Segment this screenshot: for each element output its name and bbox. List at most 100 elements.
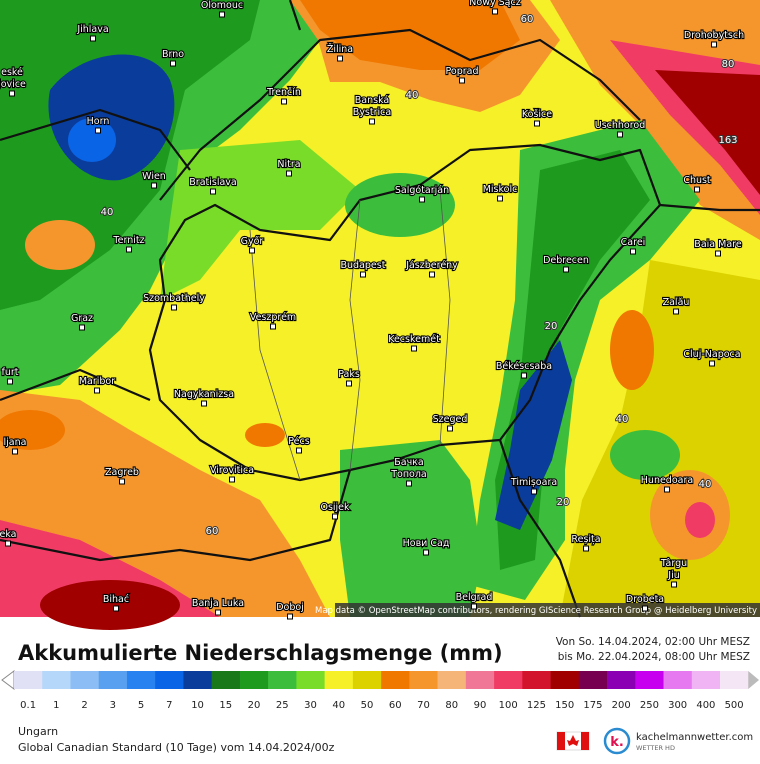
city-marker — [617, 131, 623, 138]
city-marker — [694, 186, 700, 193]
legend-label: 500 — [725, 700, 744, 711]
city-label: Osijek — [320, 502, 350, 513]
city-marker — [642, 605, 648, 612]
legend-swatch — [324, 671, 354, 689]
city-marker — [411, 345, 417, 352]
city-marker — [215, 609, 221, 616]
city-marker — [664, 486, 670, 493]
city-label: Debrecen — [543, 255, 589, 266]
contour-label: 20 — [557, 497, 570, 508]
contour-label: 60 — [206, 526, 219, 537]
city-marker — [497, 195, 503, 202]
precip-area — [160, 140, 360, 300]
country-border — [148, 143, 662, 482]
legend-label: 400 — [696, 700, 715, 711]
legend-label: 1 — [53, 700, 59, 711]
city-label: Bihać — [103, 594, 129, 605]
city-label: Uschhorod — [595, 120, 646, 131]
city-label: Békéscsaba — [496, 361, 552, 372]
city-label: Nagykanizsa — [174, 389, 234, 400]
city-label: Ternitz — [112, 235, 144, 246]
brand-sub: WETTER HD — [636, 744, 675, 752]
city-marker — [337, 55, 343, 62]
city-label: Бачка — [394, 457, 424, 468]
city-label: Bystrica — [353, 107, 391, 118]
precip-area — [40, 580, 180, 630]
legend-label: 200 — [612, 700, 631, 711]
city-marker — [521, 372, 527, 379]
precip-area — [345, 173, 455, 237]
legend-label: 250 — [640, 700, 659, 711]
city-label: Budapest — [341, 260, 386, 271]
legend-swatch — [155, 671, 184, 689]
legend-swatch — [522, 671, 551, 689]
contour-label: 163 — [718, 135, 737, 146]
precip-area — [610, 430, 680, 480]
legend-swatch — [381, 671, 410, 689]
city-label: Graz — [71, 313, 93, 324]
city-marker — [531, 488, 537, 495]
city-label: Doboj — [276, 602, 304, 613]
city-label: Нови Сад — [403, 538, 450, 549]
contour-label: 40 — [699, 479, 712, 490]
country-border — [0, 0, 760, 618]
legend-swatch — [691, 671, 721, 689]
city-marker — [171, 304, 177, 311]
city-marker — [287, 613, 293, 620]
city-label: Drohobytsch — [684, 30, 744, 41]
city-label: Virovitica — [210, 465, 254, 476]
city-marker — [419, 196, 425, 203]
city-label: Miskolc — [483, 184, 518, 195]
city-label: Baia Mare — [694, 239, 742, 250]
city-label: Chust — [683, 175, 711, 186]
city-label: Nitra — [277, 159, 300, 170]
legend-label: 20 — [248, 700, 261, 711]
precip-area — [685, 502, 715, 538]
city-label: Košice — [522, 109, 552, 120]
legend-swatch — [720, 671, 749, 689]
model-run: Global Canadian Standard (10 Tage) vom 1… — [18, 741, 335, 754]
city-label: Salgótarján — [395, 185, 449, 196]
legend-label: 90 — [474, 700, 487, 711]
city-label: Jiu — [667, 570, 679, 581]
precip-area — [300, 0, 520, 70]
city-marker — [79, 324, 85, 331]
precip-area — [25, 220, 95, 270]
legend-swatch — [14, 671, 43, 689]
attribution-box — [335, 603, 760, 617]
legend-label: 5 — [138, 700, 144, 711]
city-marker — [369, 118, 375, 125]
city-marker — [429, 271, 435, 278]
legend-swatch — [70, 671, 100, 689]
legend-label: 70 — [417, 700, 430, 711]
city-label: Cluj-Napoca — [683, 349, 740, 360]
city-label: Bratislava — [189, 177, 236, 188]
city-label: Hunedoara — [641, 475, 693, 486]
city-marker — [423, 549, 429, 556]
contour-label: 20 — [545, 321, 558, 332]
legend-swatch — [98, 671, 128, 689]
legend-arrow — [1, 670, 15, 690]
city-marker — [7, 378, 13, 385]
city-marker — [583, 545, 589, 552]
city-label: eka — [0, 529, 17, 540]
precip-area — [340, 440, 482, 617]
legend-label: 2 — [81, 700, 87, 711]
city-marker — [126, 246, 132, 253]
contour-label: 40 — [406, 90, 419, 101]
city-marker — [630, 248, 636, 255]
attribution: Map data © OpenStreetMap contributors, r… — [315, 606, 757, 616]
city-marker — [346, 380, 352, 387]
city-label: Târgu — [660, 558, 687, 569]
precip-area — [245, 423, 285, 447]
city-label: Belgrad — [456, 592, 493, 603]
city-label: Топола — [390, 469, 427, 480]
city-marker — [94, 387, 100, 394]
legend-swatch — [409, 671, 438, 689]
map: Map data © OpenStreetMap contributors, r… — [0, 0, 760, 630]
legend-swatch — [183, 671, 212, 689]
logo — [603, 727, 631, 755]
legend-swatch — [465, 671, 495, 689]
region: Ungarn — [18, 725, 58, 738]
city-marker — [281, 98, 287, 105]
